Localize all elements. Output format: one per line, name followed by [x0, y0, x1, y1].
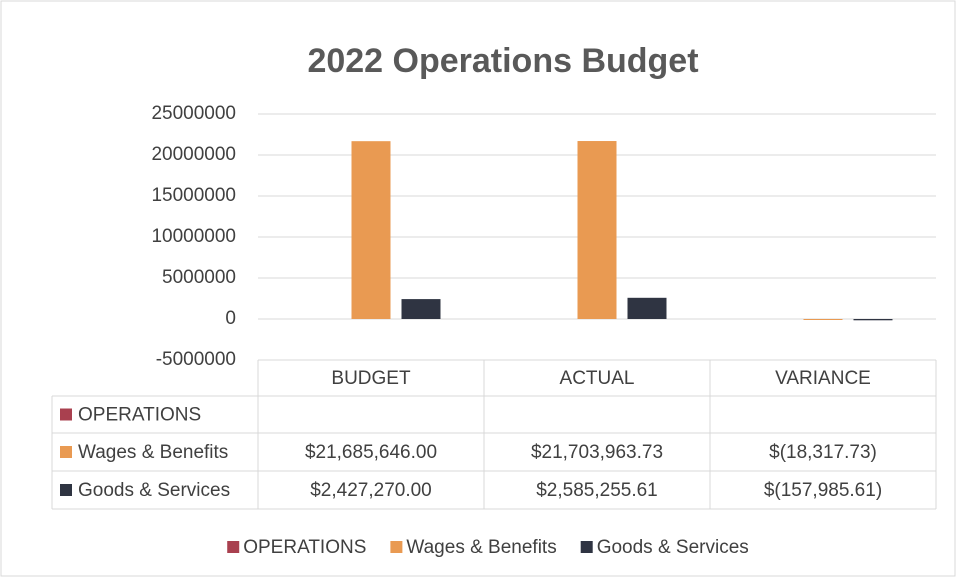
x-tick-label: BUDGET — [331, 368, 411, 389]
legend-swatch — [580, 541, 593, 553]
y-tick-label: 25000000 — [151, 103, 236, 124]
legend-swatch — [60, 408, 72, 421]
table-cell: $21,703,963.73 — [531, 442, 663, 463]
chart-title: 2022 Operations Budget — [307, 42, 698, 80]
y-tick-label: 5000000 — [162, 267, 236, 288]
y-tick-label: 0 — [225, 308, 236, 329]
bar — [853, 319, 893, 321]
legend-label: Goods & Services — [597, 537, 749, 558]
legend-swatch — [60, 446, 72, 458]
bar — [803, 319, 843, 320]
bar — [401, 299, 441, 319]
bar — [627, 297, 667, 319]
legend-swatch — [390, 541, 403, 553]
legend-label: OPERATIONS — [243, 537, 366, 558]
legend-swatch — [60, 484, 72, 496]
x-tick-label: ACTUAL — [560, 368, 635, 389]
table-cell: $(18,317.73) — [769, 442, 877, 463]
table-row-label: Goods & Services — [78, 480, 230, 501]
table-row-label: OPERATIONS — [78, 405, 201, 426]
bar — [577, 141, 617, 319]
y-tick-label: 15000000 — [151, 185, 236, 206]
table-cell: $2,427,270.00 — [310, 480, 432, 501]
table-cell: $(157,985.61) — [764, 480, 882, 501]
table-cell: $2,585,255.61 — [536, 480, 658, 501]
y-tick-label: 10000000 — [151, 226, 236, 247]
bar — [351, 141, 391, 319]
x-tick-label: VARIANCE — [775, 368, 871, 389]
y-tick-label: -5000000 — [156, 349, 236, 370]
table-row-label: Wages & Benefits — [78, 442, 228, 463]
table-cell: $21,685,646.00 — [305, 442, 437, 463]
legend-label: Wages & Benefits — [406, 537, 556, 558]
y-tick-label: 20000000 — [151, 144, 236, 165]
legend-swatch — [227, 541, 240, 553]
